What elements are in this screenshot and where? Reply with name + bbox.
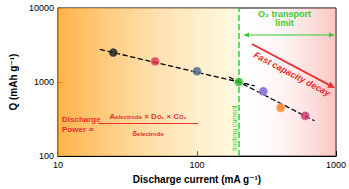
svg-text:10000: 10000 bbox=[29, 3, 54, 13]
svg-text:1000: 1000 bbox=[34, 77, 54, 87]
svg-text:Fast capacity decay: Fast capacity decay bbox=[252, 50, 333, 99]
svg-text:electrode: electrode bbox=[137, 131, 164, 137]
svg-text:Power ∝: Power ∝ bbox=[62, 125, 94, 134]
svg-text:10: 10 bbox=[53, 160, 63, 170]
svg-text:100: 100 bbox=[189, 160, 204, 170]
svg-text:O₂: O₂ bbox=[179, 114, 187, 120]
svg-text:electrode: electrode bbox=[115, 114, 142, 120]
svg-text:1000: 1000 bbox=[326, 160, 346, 170]
svg-text:× C: × C bbox=[164, 112, 179, 121]
svg-text:limiting current: limiting current bbox=[231, 105, 239, 151]
svg-text:Discharge current (mA g⁻¹): Discharge current (mA g⁻¹) bbox=[133, 174, 261, 185]
svg-text:× D: × D bbox=[142, 112, 157, 121]
svg-text:δ: δ bbox=[132, 128, 138, 138]
svg-text:O₂: O₂ bbox=[156, 114, 165, 120]
svg-text:A: A bbox=[109, 111, 116, 121]
svg-text:O₂ transport: O₂ transport bbox=[258, 8, 311, 19]
svg-text:Discharge: Discharge bbox=[62, 115, 101, 124]
svg-text:100: 100 bbox=[39, 151, 54, 161]
svg-text:limit: limit bbox=[275, 18, 294, 28]
svg-text:Q (mAh g⁻¹): Q (mAh g⁻¹) bbox=[8, 54, 19, 111]
